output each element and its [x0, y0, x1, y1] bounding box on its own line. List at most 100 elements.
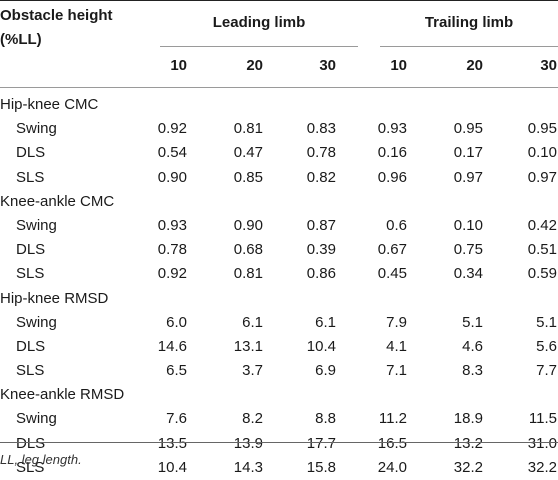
table-cell: 8.8 [315, 410, 336, 428]
table-cell: 3.7 [242, 362, 263, 380]
sub-header-trail-10: 10 [390, 57, 407, 74]
table-cell: 0.67 [377, 241, 407, 259]
table-cell: 31.0 [527, 434, 557, 452]
table-cell: 0.81 [233, 265, 263, 283]
table-cell: 13.9 [233, 434, 263, 452]
obstacle-height-unit: (%LL) [0, 31, 42, 48]
table-cell: 0.92 [157, 265, 187, 283]
table-cell: 7.7 [536, 362, 557, 380]
table-row: SLS 6.5 3.7 6.9 7.1 8.3 7.7 [0, 359, 558, 383]
table-cell: 0.34 [453, 265, 483, 283]
table-bottom-rule [0, 442, 558, 443]
row-label: Swing [16, 410, 57, 428]
row-label: Swing [16, 313, 57, 331]
leading-limb-header: Leading limb [212, 14, 306, 31]
table-cell: 0.10 [527, 144, 557, 162]
table-cell: 7.6 [166, 410, 187, 428]
table-row: Swing 6.0 6.1 6.1 7.9 5.1 5.1 [0, 311, 558, 335]
group-label: Knee-ankle CMC [0, 192, 115, 210]
table-cell: 17.7 [306, 434, 336, 452]
row-label: Swing [16, 120, 57, 138]
table-cell: 0.81 [233, 120, 263, 138]
table-cell: 0.47 [233, 144, 263, 162]
row-label: SLS [16, 168, 45, 186]
group-label: Hip-knee CMC [0, 96, 99, 113]
table-cell: 0.96 [377, 168, 407, 186]
group-label: Hip-knee RMSD [0, 289, 109, 307]
table-footnote: LL, leg length. [0, 452, 82, 467]
table-row: SLS 10.4 14.3 15.8 24.0 32.2 32.2 [0, 456, 558, 480]
table-cell: 7.9 [386, 313, 407, 331]
table-row: Swing 7.6 8.2 8.8 11.2 18.9 11.5 [0, 407, 558, 431]
table-cell: 0.82 [306, 168, 336, 186]
row-label: DLS [16, 241, 46, 259]
table-cell: 5.1 [536, 313, 557, 331]
table-cell: 0.54 [157, 144, 187, 162]
row-label: DLS [16, 337, 46, 355]
table-cell: 10.4 [306, 337, 336, 355]
table-row: SLS 0.92 0.81 0.86 0.45 0.34 0.59 [0, 262, 558, 286]
table-cell: 0.59 [527, 265, 557, 283]
table-cell: 0.93 [377, 120, 407, 138]
table-group-row: Knee-ankle CMC [0, 190, 558, 214]
row-label: DLS [16, 144, 46, 162]
table-cell: 8.2 [242, 410, 263, 428]
table-cell: 0.42 [527, 216, 557, 234]
table-cell: 0.39 [306, 241, 336, 259]
table-cell: 0.17 [453, 144, 483, 162]
table-cell: 6.9 [315, 362, 336, 380]
sub-header-lead-20: 20 [246, 57, 263, 74]
trailing-limb-header: Trailing limb [424, 14, 514, 31]
table-group-row: Hip-knee RMSD [0, 287, 558, 311]
row-label: SLS [16, 362, 45, 380]
table-cell: 0.86 [306, 265, 336, 283]
table-cell: 14.6 [157, 337, 187, 355]
table-cell: 6.1 [315, 313, 336, 331]
table-cell: 13.2 [453, 434, 483, 452]
table-cell: 15.8 [306, 458, 336, 476]
row-label: Swing [16, 216, 57, 234]
table-row: SLS 0.90 0.85 0.82 0.96 0.97 0.97 [0, 166, 558, 190]
row-label: SLS [16, 265, 45, 283]
table-cell: 0.68 [233, 241, 263, 259]
table-cell: 11.5 [528, 410, 557, 428]
table-cell: 0.85 [233, 168, 263, 186]
table-cell: 0.78 [157, 241, 187, 259]
table-cell: 0.90 [157, 168, 187, 186]
table-cell: 10.4 [157, 458, 187, 476]
table-body: Hip-knee CMC Swing 0.92 0.81 0.83 0.93 0.95 0.9… [0, 93, 558, 480]
table-cell: 0.75 [453, 241, 483, 259]
sub-header-trail-30: 30 [540, 57, 557, 74]
table-cell: 0.16 [377, 144, 407, 162]
leading-limb-rule [160, 46, 358, 47]
sub-header-lead-30: 30 [319, 57, 336, 74]
table-row: DLS 0.78 0.68 0.39 0.67 0.75 0.51 [0, 238, 558, 262]
table-cell: 0.6 [386, 216, 407, 234]
table-cell: 13.5 [157, 434, 187, 452]
table-cell: 6.1 [242, 313, 263, 331]
table-cell: 0.45 [377, 265, 407, 283]
table-cell: 0.93 [157, 216, 187, 234]
sub-header-lead-10: 10 [170, 57, 187, 74]
table-cell: 32.2 [453, 458, 483, 476]
table-cell: 6.5 [166, 362, 187, 380]
table-row: Swing 0.93 0.90 0.87 0.6 0.10 0.42 [0, 214, 558, 238]
table-row: DLS 0.54 0.47 0.78 0.16 0.17 0.10 [0, 141, 558, 165]
table-cell: 8.3 [462, 362, 483, 380]
table-cell: 24.0 [377, 458, 407, 476]
table-cell: 32.2 [527, 458, 557, 476]
table-row: DLS 13.5 13.9 17.7 16.5 13.2 31.0 [0, 432, 558, 456]
table-cell: 4.6 [462, 337, 483, 355]
table-cell: 0.83 [306, 120, 336, 138]
table-cell: 13.1 [233, 337, 263, 355]
table-cell: 14.3 [233, 458, 263, 476]
table-row: DLS 14.6 13.1 10.4 4.1 4.6 5.6 [0, 335, 558, 359]
row-label: DLS [16, 434, 46, 452]
table-cell: 5.1 [462, 313, 483, 331]
table-group-row: Knee-ankle RMSD [0, 383, 558, 407]
group-label: Knee-ankle RMSD [0, 386, 125, 404]
table-row: Swing 0.92 0.81 0.83 0.93 0.95 0.95 [0, 117, 558, 141]
table-top-rule [0, 0, 558, 1]
table-cell: 16.5 [377, 434, 407, 452]
table-cell: 0.92 [157, 120, 187, 138]
